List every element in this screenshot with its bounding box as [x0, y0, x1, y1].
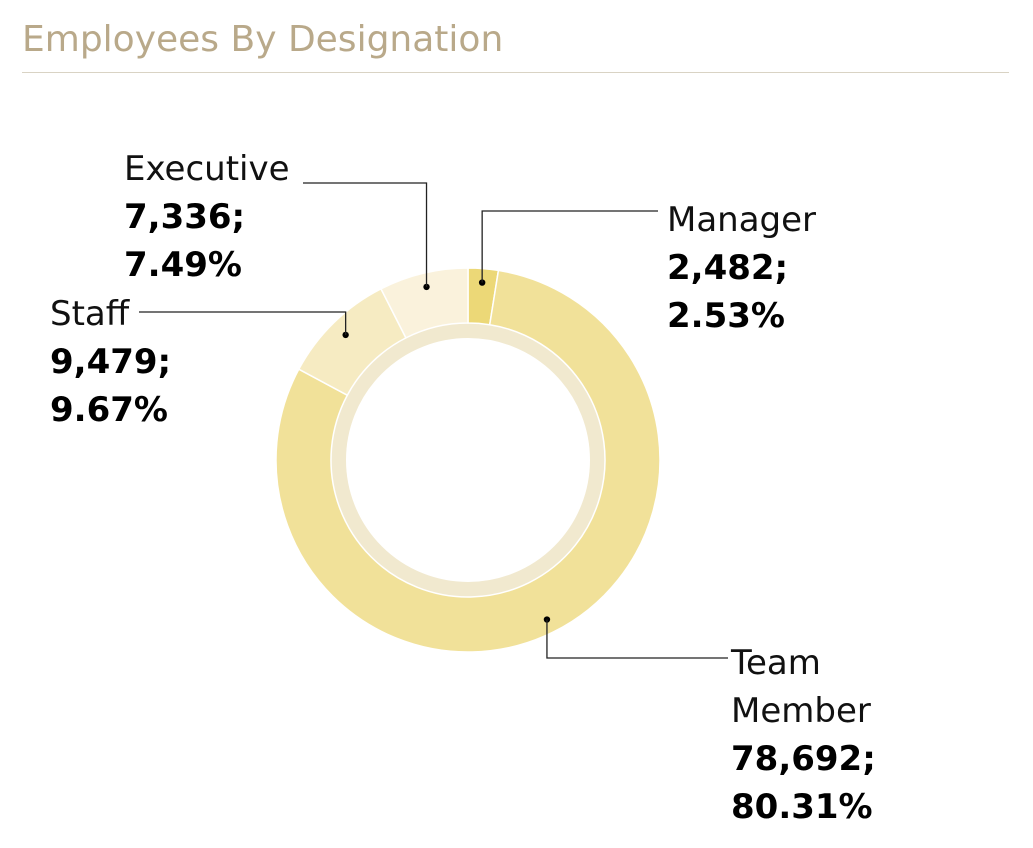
- label-percent-manager: 2.53%: [667, 296, 785, 336]
- chart-title: Employees By Designation: [22, 19, 504, 60]
- leader-line-team-member: [546, 619, 728, 659]
- leader-line-executive: [303, 182, 428, 287]
- label-name-team-member-2: Member: [731, 691, 871, 731]
- leader-line-staff: [139, 311, 347, 335]
- slice-executive: [379, 267, 469, 339]
- title-divider: [22, 72, 1009, 73]
- label-name-team-member: Team: [730, 643, 821, 683]
- label-value-team-member: 78,692;: [731, 739, 876, 779]
- data-label-staff: Staff 9,479; 9.67%: [50, 294, 171, 430]
- data-label-manager: Manager 2,482; 2.53%: [667, 200, 816, 336]
- label-layer: Manager 2,482; 2.53% Team Member 78,692; 80.31…: [50, 149, 876, 827]
- slice-team-member: [275, 269, 661, 653]
- label-value-manager: 2,482;: [667, 248, 788, 288]
- label-percent-staff: 9.67%: [50, 390, 168, 430]
- inner-ring-band: [331, 323, 605, 597]
- ring-layer: [275, 267, 661, 653]
- data-label-team-member: Team Member 78,692; 80.31%: [730, 643, 876, 827]
- data-label-executive: Executive 7,336; 7.49%: [124, 149, 290, 285]
- label-percent-executive: 7.49%: [124, 245, 242, 285]
- label-name-staff: Staff: [50, 294, 131, 334]
- leader-layer: [139, 182, 728, 659]
- leader-line-manager: [481, 210, 658, 283]
- label-percent-team-member: 80.31%: [731, 787, 873, 827]
- label-name-executive: Executive: [124, 149, 290, 189]
- label-value-staff: 9,479;: [50, 342, 171, 382]
- label-name-manager: Manager: [667, 200, 816, 240]
- label-value-executive: 7,336;: [124, 197, 245, 237]
